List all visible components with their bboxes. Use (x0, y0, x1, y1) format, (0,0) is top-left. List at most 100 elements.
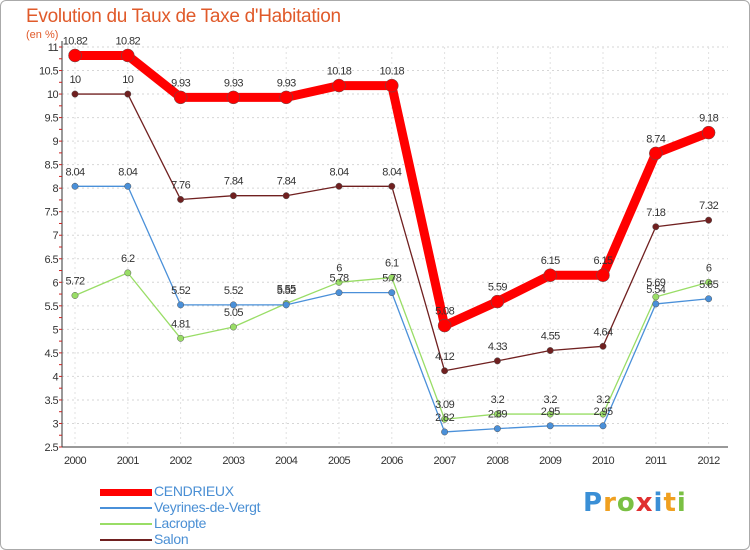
series-line-0 (70, 50, 714, 331)
data-point (705, 295, 713, 303)
data-label: 10 (122, 74, 134, 86)
data-label: 6 (336, 262, 342, 274)
x-tick-label: 2006 (381, 455, 404, 467)
data-point (282, 301, 290, 309)
data-label: 9.93 (224, 77, 243, 89)
data-label: 7.18 (646, 207, 665, 219)
legend-label: Veyrines-de-Vergt (154, 499, 261, 515)
data-label: 6.15 (593, 255, 612, 267)
data-label: 6.2 (121, 253, 135, 265)
data-label: 5.59 (488, 282, 507, 294)
data-label: 6 (706, 262, 712, 274)
data-point (71, 292, 79, 299)
data-label: 5.78 (329, 273, 348, 285)
data-label: 10 (69, 74, 81, 86)
data-point (279, 90, 293, 105)
data-point (441, 415, 449, 423)
y-tick-label: 8 (52, 183, 58, 195)
data-label: 4.55 (541, 331, 560, 343)
x-tick-label: 2012 (698, 455, 721, 467)
data-point (335, 182, 343, 190)
x-tick-label: 2001 (117, 455, 140, 467)
data-label: 4.33 (488, 341, 507, 353)
x-tick-label: 2005 (328, 455, 351, 467)
y-tick-label: 11 (48, 42, 59, 54)
data-point (335, 289, 343, 297)
data-point (173, 90, 188, 105)
legend-swatch (100, 523, 152, 525)
y-tick-label: 10 (47, 89, 59, 101)
data-point (546, 422, 554, 430)
legend-swatch (100, 507, 152, 509)
data-point (493, 410, 501, 418)
data-label: 9.18 (699, 113, 718, 125)
y-tick-label: 6 (52, 277, 58, 289)
legend-swatch (100, 488, 152, 496)
data-point (388, 182, 396, 190)
data-label: 7.84 (224, 176, 243, 188)
y-tick-label: 2.5 (45, 442, 59, 454)
y-tick-label: 9.5 (45, 113, 59, 125)
data-point (121, 48, 135, 63)
data-point (546, 410, 554, 418)
data-label: 8.04 (65, 166, 84, 178)
data-label: 5.52 (224, 285, 243, 297)
data-label: 9.93 (277, 77, 296, 89)
y-tick-label: 9 (52, 136, 58, 148)
y-tick-label: 5.5 (45, 301, 59, 313)
data-point (652, 300, 660, 308)
data-label: 8.74 (646, 133, 665, 145)
data-point (599, 342, 607, 350)
data-label: 7.76 (171, 179, 190, 191)
data-label: 5.78 (382, 273, 401, 285)
data-label: 3.2 (543, 394, 557, 406)
data-label: 8.04 (382, 166, 401, 178)
y-tick-label: 7 (52, 230, 58, 242)
data-label: 8.04 (329, 166, 348, 178)
data-label: 5.05 (224, 307, 243, 319)
data-label: 10.18 (380, 66, 405, 78)
data-point (493, 357, 501, 365)
data-point (177, 301, 185, 309)
data-label: 7.32 (699, 200, 718, 212)
data-point (649, 146, 663, 161)
data-point (332, 78, 346, 93)
data-point (493, 425, 501, 433)
data-label: 5.54 (646, 284, 665, 296)
x-tick-label: 2008 (486, 455, 509, 467)
data-label: 2.82 (435, 412, 454, 424)
data-label: 5.72 (65, 275, 84, 287)
data-point (124, 269, 132, 277)
y-tick-label: 4.5 (45, 348, 59, 360)
x-tick-label: 2010 (592, 455, 615, 467)
x-tick-label: 2002 (170, 455, 193, 467)
data-point (599, 422, 607, 430)
data-label: 10.18 (327, 66, 352, 78)
data-label: 5.52 (277, 285, 296, 297)
legend-swatch (100, 539, 152, 541)
y-tick-label: 4 (52, 371, 58, 383)
data-label: 2.95 (593, 406, 612, 418)
data-label: 2.89 (488, 409, 507, 421)
y-tick-label: 8.5 (45, 160, 59, 172)
data-label: 3.2 (491, 394, 505, 406)
legend-label: Salon (154, 531, 189, 547)
y-tick-label: 7.5 (45, 207, 59, 219)
data-label: 6.15 (541, 255, 560, 267)
y-tick-label: 6.5 (45, 254, 59, 266)
data-point (441, 428, 449, 436)
y-tick-label: 3 (52, 418, 58, 430)
data-label: 4.81 (171, 318, 190, 330)
data-point (385, 78, 399, 93)
data-label: 4.12 (435, 351, 454, 363)
data-point (229, 192, 237, 200)
data-point (177, 334, 185, 342)
data-point (652, 293, 660, 301)
x-tick-label: 2009 (539, 455, 562, 467)
data-label: 8.04 (118, 166, 137, 178)
data-label: 4.64 (593, 326, 612, 338)
data-label: 7.84 (277, 176, 296, 188)
data-label: 3.09 (435, 399, 454, 411)
